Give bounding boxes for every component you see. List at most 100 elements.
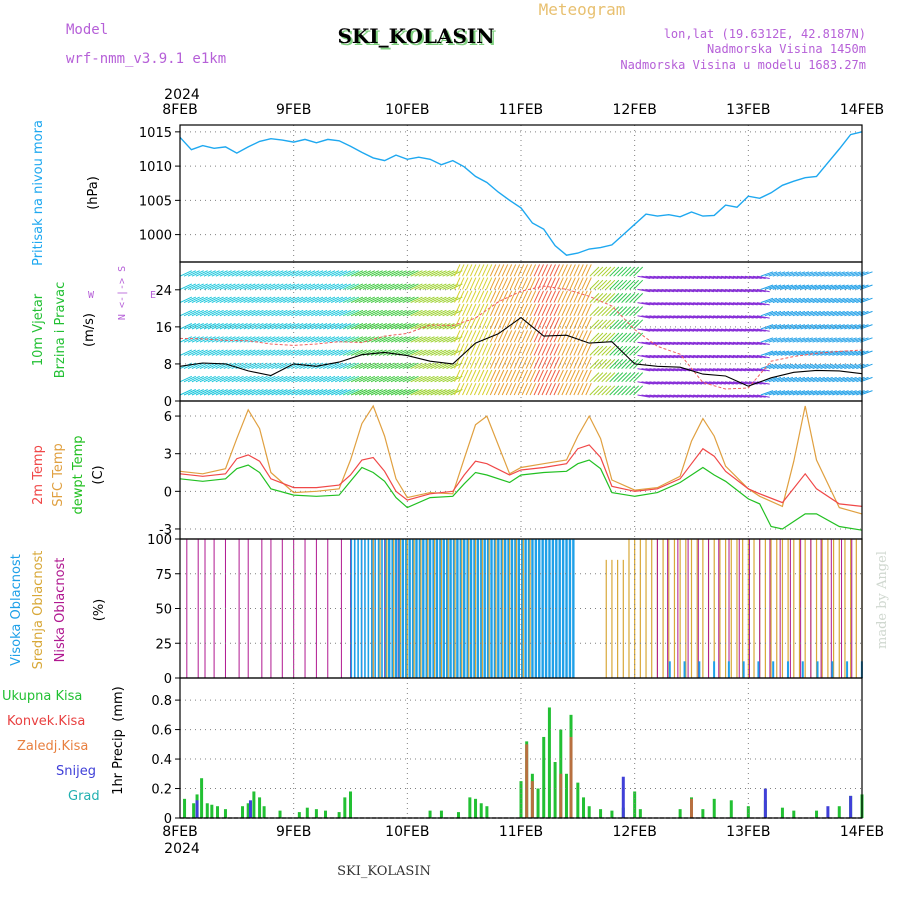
precip-rain-bar (246, 803, 250, 818)
wind-barb (195, 323, 208, 330)
wind-barb (541, 382, 548, 396)
wind-barb (501, 316, 509, 330)
wind-barb (438, 362, 451, 370)
wind-barb (557, 264, 564, 277)
wind-barb (505, 277, 513, 290)
wind-barb (307, 389, 320, 396)
wind-barb (299, 309, 312, 317)
wind-barb (215, 323, 228, 330)
wind-barb (235, 349, 248, 356)
wind-barb (840, 337, 853, 343)
wind-barb (207, 283, 220, 290)
wind-barb (346, 336, 360, 343)
wind-barb (701, 341, 715, 345)
wind-barb (418, 309, 431, 317)
wind-barb (772, 324, 786, 330)
wind-barb (346, 323, 360, 330)
wind-barb (374, 270, 387, 277)
wind-barb (362, 283, 376, 290)
wind-barb (541, 264, 548, 277)
wind-barb (521, 356, 529, 369)
precip-rain-bar (241, 806, 245, 818)
wind-barb (557, 277, 564, 290)
wind-barb (322, 349, 336, 356)
wind-barb (346, 283, 360, 290)
wind-barb (717, 302, 730, 306)
wind-barb (454, 290, 461, 303)
wind-barb (211, 283, 224, 290)
model-name: wrf-nmm_v3.9.1 e1km (66, 51, 226, 67)
wind-barb (386, 362, 399, 370)
wind-barb (561, 303, 568, 317)
wind-barb (342, 362, 356, 370)
wind-barb (585, 277, 592, 290)
precip-legend-frz: Zaledj.Kisa (17, 739, 88, 754)
wind-barb (764, 376, 778, 383)
wind-barb (705, 354, 718, 359)
wind-barb (633, 385, 644, 396)
wind-barb (458, 303, 465, 317)
wind-barb (728, 315, 742, 319)
wind-barb (609, 306, 620, 317)
temp-unit: (C) (91, 465, 106, 484)
wind-barb (513, 369, 521, 383)
wind-barb (346, 296, 360, 304)
wind-barb (800, 376, 813, 383)
wind-compass-w: W (88, 290, 95, 301)
wind-barb (307, 270, 320, 277)
wind-barb (338, 362, 352, 370)
wind-barb (848, 297, 861, 304)
wind-barb (713, 341, 726, 345)
wind-barb (219, 309, 232, 317)
wind-barb (203, 349, 216, 356)
wind-barb (469, 290, 477, 303)
cloud-high-bar (422, 539, 425, 678)
wind-barb (410, 296, 423, 304)
wind-barb (354, 362, 368, 370)
wind-barb (223, 362, 236, 370)
wind-barb (840, 310, 853, 317)
precip-rain-bar (223, 809, 227, 818)
wind-barb (689, 288, 703, 293)
wind-barb (334, 323, 348, 330)
tick-label: 1015 (139, 126, 172, 141)
wind-barb (342, 283, 356, 290)
wind-barb (756, 368, 770, 372)
wind-barb (808, 363, 821, 370)
wind-barb (438, 296, 451, 304)
cloud-high-bar (507, 539, 510, 678)
wind-barb (275, 349, 288, 356)
wind-barb (748, 394, 762, 398)
wind-barb (736, 288, 750, 293)
wind-barb (255, 270, 268, 277)
wind-barb (553, 330, 560, 343)
wind-barb (398, 309, 411, 317)
wind-barb (422, 270, 435, 277)
wind-barb (537, 330, 544, 343)
wind-barb (537, 264, 544, 277)
wind-barb (203, 309, 216, 317)
wind-barb (844, 376, 857, 383)
wind-barb (561, 369, 568, 383)
wind-barb (386, 270, 399, 277)
wind-barb (717, 288, 730, 293)
wind-barb (207, 336, 220, 343)
wind-barb (187, 283, 200, 290)
precip-rain-bar (576, 782, 580, 818)
wind-barb (621, 279, 632, 290)
day-label-bottom: 12FEB (613, 824, 657, 840)
wind-barb (728, 275, 742, 279)
wind-barb (792, 350, 806, 356)
wind-barb (378, 323, 391, 330)
wind-barb (557, 343, 564, 356)
wind-barb (792, 376, 806, 383)
wind-barb (489, 382, 497, 396)
wind-barb (398, 375, 411, 383)
wind-barb (533, 369, 541, 383)
wind-barb (469, 264, 477, 277)
wind-barb (346, 362, 360, 370)
wind-barb (481, 343, 489, 356)
wind-barb (589, 332, 600, 343)
wind-barb (370, 283, 383, 290)
wind-barb (748, 341, 762, 345)
